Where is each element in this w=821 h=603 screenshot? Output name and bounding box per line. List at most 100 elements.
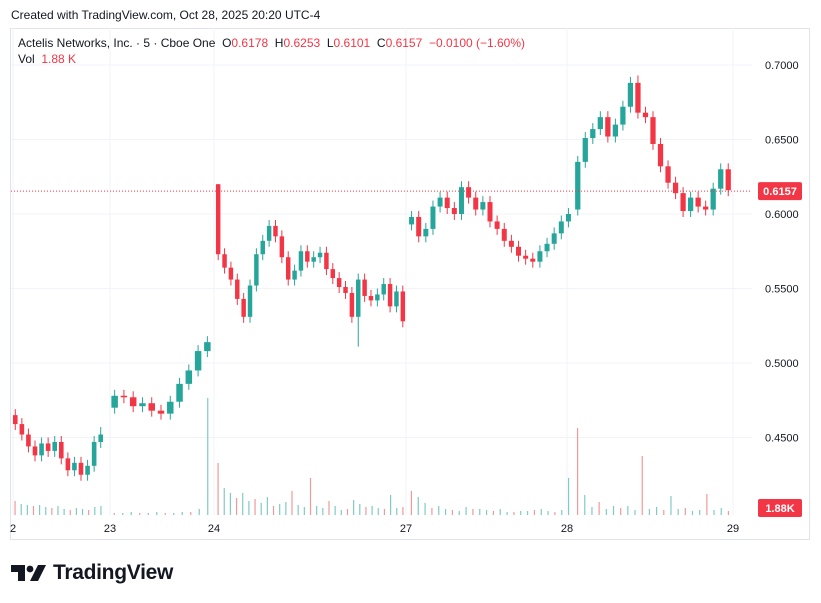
volume-bar bbox=[513, 512, 515, 515]
volume-badge-label: 1.88K bbox=[765, 503, 794, 515]
volume-bar bbox=[39, 505, 41, 515]
volume-bar bbox=[32, 506, 35, 515]
volume-bar bbox=[309, 478, 312, 515]
candle-body bbox=[185, 370, 193, 384]
volume-bar bbox=[677, 509, 679, 515]
volume-bar bbox=[229, 493, 232, 515]
volume-bar bbox=[663, 510, 665, 515]
candle-body bbox=[451, 208, 457, 214]
candle-body bbox=[501, 228, 507, 241]
volume-bar bbox=[217, 463, 219, 515]
volume-bar bbox=[266, 497, 268, 515]
candle-body bbox=[466, 187, 472, 198]
candle-body bbox=[687, 197, 694, 212]
y-tick-label: 0.5000 bbox=[765, 358, 799, 370]
candle-body bbox=[387, 284, 393, 307]
volume-bar bbox=[334, 506, 336, 515]
volume-bar bbox=[699, 510, 701, 515]
volume-bar bbox=[130, 512, 132, 515]
candle-body bbox=[650, 117, 656, 144]
y-tick-label: 0.6500 bbox=[765, 135, 799, 147]
candle-body bbox=[157, 410, 165, 414]
volume-bar bbox=[424, 503, 426, 515]
volume-bar bbox=[526, 511, 529, 515]
volume-bar bbox=[641, 456, 643, 515]
candle-body bbox=[627, 82, 634, 107]
low-label: L bbox=[326, 36, 334, 50]
volume-bar bbox=[254, 499, 256, 515]
volume-bar bbox=[147, 513, 149, 515]
volume-bar bbox=[316, 506, 318, 515]
candle-body bbox=[85, 465, 90, 475]
x-tick-label: 28 bbox=[561, 523, 573, 535]
x-tick-label: 23 bbox=[104, 523, 116, 535]
volume-bar bbox=[684, 508, 686, 515]
candle-body bbox=[215, 184, 221, 255]
volume-bar bbox=[297, 505, 299, 515]
candle-body bbox=[19, 424, 25, 435]
volume-bar bbox=[598, 502, 600, 515]
candle-body bbox=[368, 295, 374, 301]
volume-bar bbox=[122, 513, 124, 515]
candle-body bbox=[45, 443, 51, 451]
volume-bar bbox=[691, 511, 694, 515]
y-tick-label: 0.7000 bbox=[765, 60, 799, 72]
candle-body bbox=[680, 193, 686, 212]
volume-bar bbox=[591, 507, 593, 515]
candle-body bbox=[710, 188, 716, 210]
tradingview-logo[interactable]: TradingView bbox=[11, 561, 173, 585]
volume-bar bbox=[190, 512, 192, 515]
x-tick-label: 29 bbox=[727, 523, 739, 535]
candle-body bbox=[537, 251, 543, 262]
candle-body bbox=[473, 197, 479, 210]
last-price-badge bbox=[758, 182, 802, 201]
candle-body bbox=[311, 257, 316, 262]
volume-bar bbox=[353, 500, 355, 515]
candle-body bbox=[194, 351, 202, 371]
volume-bar bbox=[396, 508, 398, 515]
volume-bar bbox=[472, 509, 474, 515]
price-change: −0.0100 (−1.60%) bbox=[428, 36, 526, 50]
volume-bar bbox=[540, 509, 542, 515]
candle-body bbox=[695, 197, 701, 207]
volume-bar bbox=[670, 496, 672, 515]
open-label: O bbox=[222, 36, 232, 50]
symbol-description[interactable]: Actelis Networks, Inc. · 5 · Cboe One bbox=[18, 36, 216, 50]
candle-body bbox=[330, 269, 336, 279]
candle-body bbox=[120, 395, 128, 398]
candle-body bbox=[324, 252, 329, 270]
volume-bar bbox=[63, 509, 65, 515]
candle-body bbox=[635, 82, 641, 113]
candle-body bbox=[508, 240, 514, 247]
candle-body bbox=[72, 462, 77, 471]
volume-bar bbox=[248, 501, 250, 515]
candle-body bbox=[343, 287, 348, 293]
volume-bar bbox=[533, 510, 536, 515]
candle-body bbox=[228, 267, 234, 280]
volume-bar bbox=[279, 504, 281, 515]
volume-bar bbox=[620, 508, 622, 515]
candle-body bbox=[605, 117, 611, 137]
volume-bar bbox=[465, 507, 467, 515]
volume-bar bbox=[567, 478, 570, 515]
candle-body bbox=[409, 216, 415, 225]
volume-bar bbox=[389, 495, 392, 515]
y-tick-label: 0.5500 bbox=[765, 284, 799, 296]
candle-body bbox=[487, 202, 493, 222]
high-value: 0.6253 bbox=[283, 36, 321, 50]
volume-bar bbox=[359, 504, 361, 515]
volume-bar bbox=[14, 501, 16, 515]
volume-bar bbox=[156, 512, 158, 515]
chart-frame[interactable] bbox=[10, 28, 810, 540]
candle-body bbox=[12, 415, 18, 425]
candle-body bbox=[292, 270, 297, 280]
volume-bar bbox=[322, 508, 324, 515]
volume-bar bbox=[303, 507, 305, 515]
volume-bar bbox=[81, 509, 84, 515]
volume-label: Vol bbox=[18, 52, 35, 66]
volume-bar bbox=[506, 512, 508, 515]
candle-body bbox=[222, 254, 227, 268]
volume-bar bbox=[479, 509, 481, 515]
y-tick-label: 0.4500 bbox=[765, 433, 799, 445]
